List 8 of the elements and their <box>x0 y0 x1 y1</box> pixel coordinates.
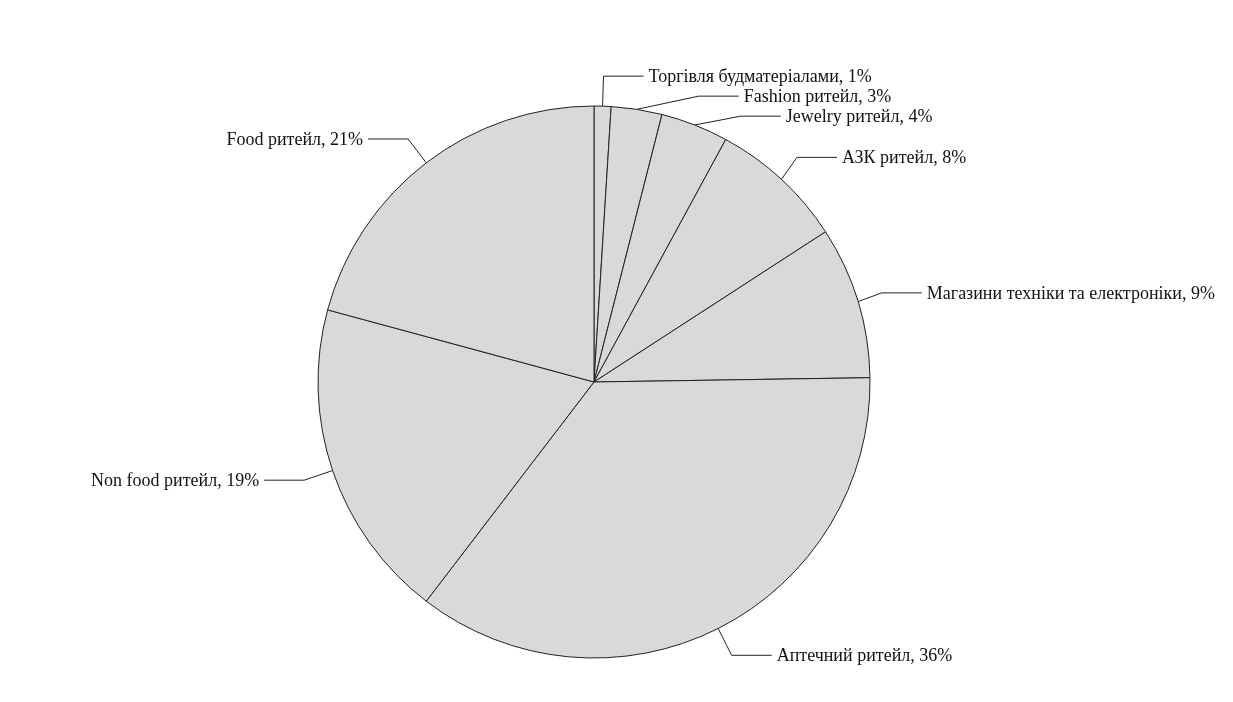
slice-label: АЗК ритейл, 8% <box>841 147 967 168</box>
slice-label: Jewelry ритейл, 4% <box>785 106 933 127</box>
slice-label: Fashion ритейл, 3% <box>743 86 892 107</box>
slice-label: Non food ритейл, 19% <box>91 470 260 491</box>
slice-label: Магазини техніки та електроніки, 9% <box>926 282 1215 303</box>
slice-label: Аптечний ритейл, 36% <box>776 645 953 666</box>
slice-label: Торгівля будматеріалами, 1% <box>648 66 872 87</box>
slice-label: Food ритейл, 21% <box>226 128 364 149</box>
